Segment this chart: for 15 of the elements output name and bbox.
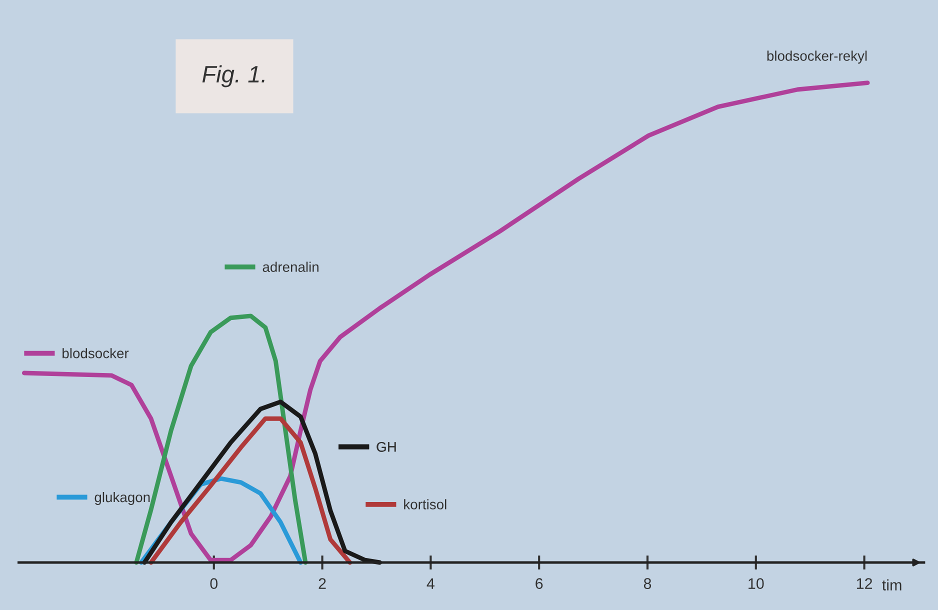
x-tick-label: 10 <box>748 578 764 590</box>
legend-label: adrenalin <box>262 262 318 272</box>
x-tick-label: 8 <box>644 578 652 590</box>
x-tick-label: 0 <box>210 578 218 590</box>
x-tick-label: 6 <box>536 578 543 590</box>
legend-label: kortisol <box>404 499 446 510</box>
chart-title: Fig. 1. <box>202 65 264 88</box>
x-tick-label: 4 <box>426 578 434 589</box>
legend-label: GH <box>376 442 396 452</box>
legend-label: blodsocker <box>62 348 129 358</box>
x-axis-title: tim <box>882 579 902 590</box>
series-label: blodsocker-rekyl <box>767 50 867 64</box>
legend-label: glukagon <box>94 492 150 505</box>
x-tick-label: 12 <box>856 578 872 589</box>
x-tick-label: 2 <box>318 578 326 589</box>
